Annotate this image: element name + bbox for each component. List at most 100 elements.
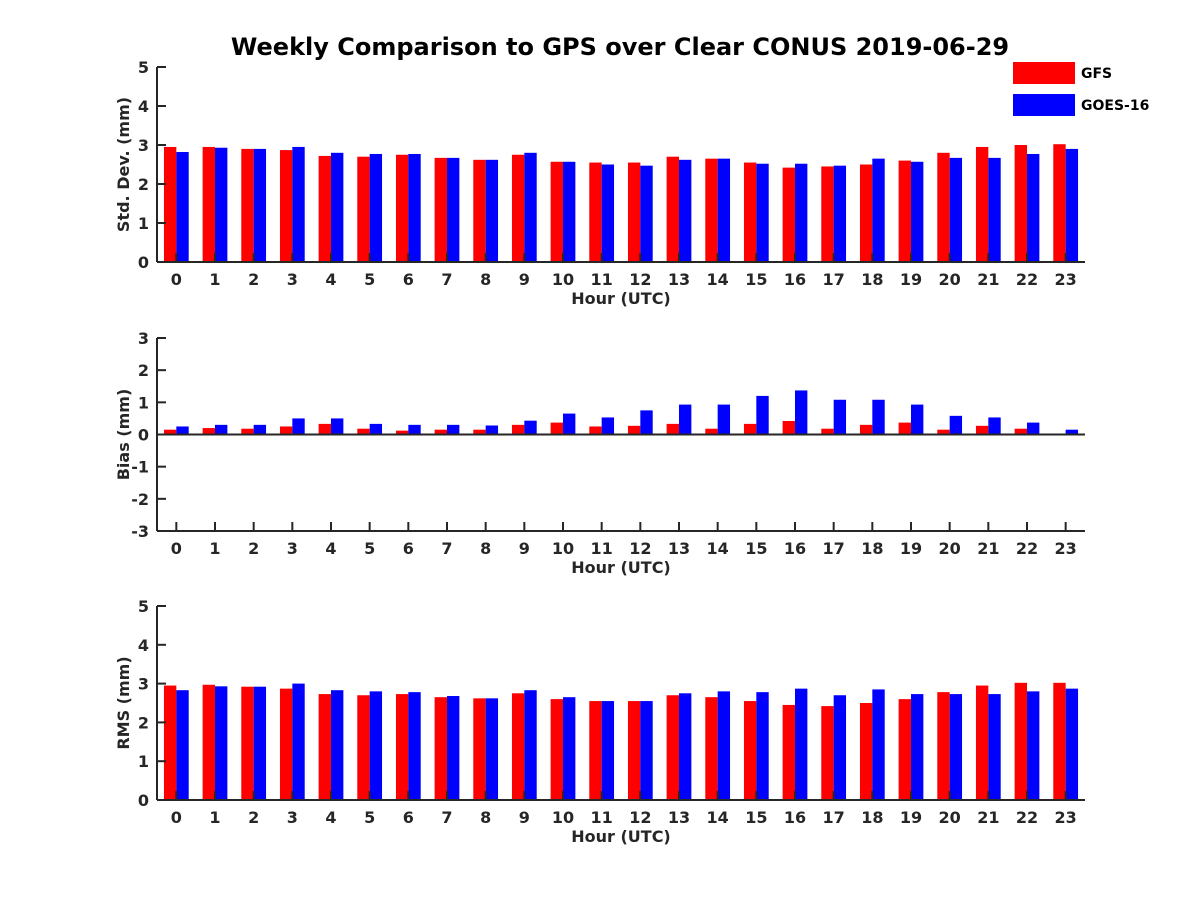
y-tick-label: 3	[138, 675, 149, 694]
x-tick-label: 16	[784, 270, 806, 289]
bar-gfs-15	[743, 162, 757, 262]
y-tick-label: -1	[131, 458, 149, 477]
bar-gfs-0	[163, 429, 177, 435]
bar-gfs-3	[279, 150, 293, 262]
y-axis-title: Std. Dev. (mm)	[114, 97, 133, 232]
bar-gfs-4	[318, 155, 331, 262]
bar-gfs-17	[821, 706, 834, 800]
x-tick-label: 20	[939, 270, 961, 289]
bar-goes-16-15	[756, 395, 769, 435]
bar-gfs-6	[395, 430, 409, 435]
bar-goes-16-8	[485, 159, 499, 262]
bar-gfs-16	[782, 704, 795, 800]
x-tick-label: 19	[900, 270, 922, 289]
bar-goes-16-9	[524, 420, 537, 435]
x-tick-label: 9	[519, 270, 530, 289]
bar-gfs-9	[511, 154, 525, 262]
x-tick-label: 23	[1055, 808, 1077, 827]
x-tick-label: 8	[480, 539, 491, 558]
bar-gfs-5	[357, 156, 370, 262]
x-tick-label: 2	[248, 808, 259, 827]
x-tick-label: 23	[1055, 539, 1077, 558]
x-tick-label: 18	[861, 270, 883, 289]
bar-goes-16-20	[949, 157, 963, 262]
bar-gfs-10	[550, 161, 563, 262]
bar-gfs-8	[473, 429, 486, 435]
x-tick-label: 15	[745, 808, 767, 827]
bar-gfs-19	[898, 422, 911, 435]
bar-goes-16-20	[949, 415, 963, 435]
bar-gfs-4	[318, 423, 331, 435]
bar-gfs-8	[473, 159, 486, 262]
bar-goes-16-16	[795, 688, 808, 800]
bar-gfs-20	[937, 429, 950, 435]
bar-goes-16-21	[988, 417, 1001, 435]
bar-gfs-13	[666, 156, 679, 262]
bar-goes-16-13	[679, 404, 692, 435]
bar-gfs-21	[975, 146, 989, 262]
x-tick-label: 3	[287, 539, 298, 558]
bar-goes-16-4	[331, 690, 344, 800]
x-tick-label: 9	[519, 808, 530, 827]
x-tick-label: 20	[939, 539, 961, 558]
x-tick-label: 0	[171, 270, 182, 289]
bar-gfs-17	[821, 428, 834, 435]
bar-goes-16-13	[679, 693, 692, 800]
y-tick-label: 1	[138, 752, 149, 771]
y-tick-label: 4	[138, 636, 149, 655]
bar-gfs-19	[898, 699, 911, 800]
bar-goes-16-3	[292, 683, 305, 800]
x-tick-label: 14	[707, 808, 729, 827]
bar-gfs-20	[937, 152, 950, 262]
x-tick-label: 13	[668, 808, 690, 827]
x-tick-label: 14	[707, 270, 729, 289]
bar-goes-16-2	[253, 686, 267, 800]
x-axis-title: Hour (UTC)	[571, 289, 671, 308]
x-tick-label: 5	[364, 539, 375, 558]
x-tick-label: 17	[823, 808, 845, 827]
x-tick-label: 19	[900, 808, 922, 827]
x-tick-label: 10	[552, 270, 574, 289]
x-tick-label: 7	[441, 808, 452, 827]
bar-gfs-1	[202, 428, 215, 435]
y-tick-label: 5	[138, 597, 149, 616]
bar-gfs-12	[627, 162, 641, 262]
x-tick-label: 1	[209, 270, 220, 289]
bar-goes-16-22	[1027, 422, 1040, 435]
bar-goes-16-3	[292, 146, 305, 262]
x-tick-label: 13	[668, 270, 690, 289]
bar-goes-16-15	[756, 692, 769, 800]
bar-goes-16-12	[640, 701, 653, 800]
x-axis-title: Hour (UTC)	[571, 827, 671, 846]
bar-gfs-23	[1053, 144, 1066, 262]
bar-gfs-4	[318, 694, 331, 800]
bar-gfs-12	[627, 425, 641, 435]
bar-gfs-20	[937, 692, 950, 800]
x-tick-label: 20	[939, 808, 961, 827]
bar-goes-16-22	[1027, 153, 1040, 262]
y-tick-label: 0	[138, 253, 149, 272]
x-tick-label: 7	[441, 270, 452, 289]
bar-gfs-15	[743, 701, 757, 800]
bar-gfs-2	[241, 428, 254, 435]
legend-swatch-1	[1013, 94, 1075, 116]
bar-gfs-7	[434, 157, 447, 262]
x-tick-label: 22	[1016, 270, 1038, 289]
bar-goes-16-17	[833, 695, 847, 800]
y-axis-title: RMS (mm)	[114, 656, 133, 749]
bar-gfs-10	[550, 699, 563, 800]
bar-goes-16-16	[795, 163, 808, 262]
x-tick-label: 6	[403, 539, 414, 558]
bar-gfs-18	[859, 424, 873, 435]
x-tick-label: 11	[591, 539, 613, 558]
bar-gfs-19	[898, 160, 911, 262]
bar-goes-16-10	[563, 161, 576, 262]
x-tick-label: 3	[287, 270, 298, 289]
bar-gfs-14	[705, 697, 718, 800]
bar-goes-16-5	[369, 691, 383, 800]
x-axis-title: Hour (UTC)	[571, 558, 671, 577]
bar-goes-16-14	[717, 158, 731, 262]
x-tick-label: 17	[823, 539, 845, 558]
